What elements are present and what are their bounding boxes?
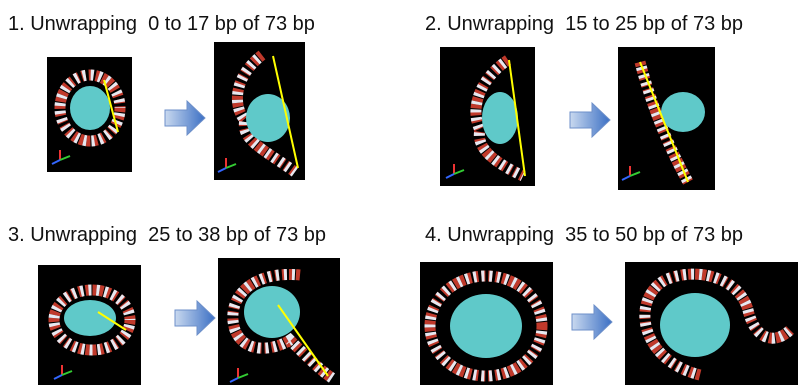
- panel-title: 1. Unwrapping 0 to 17 bp of 73 bp: [8, 13, 315, 35]
- molecule-image: [218, 258, 340, 385]
- molecule-image: [625, 262, 798, 385]
- molecule-image: [38, 265, 141, 385]
- molecule-image: [214, 42, 305, 180]
- molecule-image: [440, 47, 535, 186]
- panel-title: 4. Unwrapping 35 to 50 bp of 73 bp: [425, 224, 743, 246]
- arrow: [570, 103, 610, 137]
- arrow: [175, 301, 215, 335]
- panel-title: 2. Unwrapping 15 to 25 bp of 73 bp: [425, 13, 743, 35]
- molecule-image: [618, 47, 715, 190]
- molecule-image: [420, 262, 553, 385]
- arrow: [165, 101, 205, 135]
- panel-title: 3. Unwrapping 25 to 38 bp of 73 bp: [8, 224, 326, 246]
- arrow: [572, 305, 612, 339]
- figure: 1. Unwrapping 0 to 17 bp of 73 bp 2. Unw…: [0, 0, 798, 385]
- molecule-image: [47, 57, 132, 172]
